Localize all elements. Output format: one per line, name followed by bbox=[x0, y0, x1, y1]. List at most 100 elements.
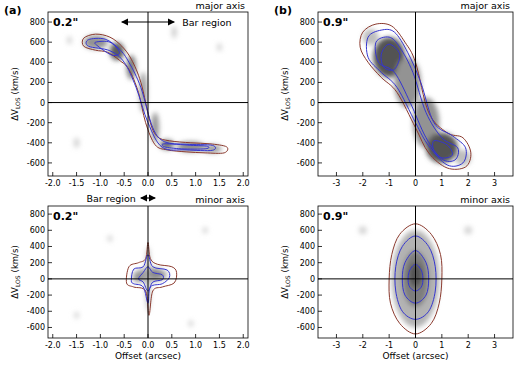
y-tick bbox=[48, 62, 52, 63]
x-tick-label: 1.5 bbox=[213, 179, 226, 188]
x-tick-label: 2.0 bbox=[237, 179, 250, 188]
x-tick-label: 1.5 bbox=[213, 341, 226, 350]
x-tick bbox=[415, 334, 416, 338]
y-axis-label: ΔVLOS(km/s) bbox=[280, 245, 291, 298]
y-label-unit: (km/s) bbox=[10, 67, 20, 94]
x-axis-label: Offset (arcsec) bbox=[382, 351, 448, 361]
y-tick bbox=[318, 162, 322, 163]
panel: -3-2-10123-600-400-2000200400600800ΔVLOS… bbox=[280, 194, 513, 361]
y-tick bbox=[48, 142, 52, 143]
x-tick-label: -1 bbox=[385, 341, 393, 350]
panel-title: minor axis bbox=[460, 194, 510, 205]
y-tick-label: -400 bbox=[297, 139, 315, 148]
x-tick bbox=[219, 172, 220, 176]
annotation: Bar region bbox=[182, 17, 231, 28]
resolution-label: 0.2" bbox=[53, 16, 78, 29]
panel-label: (b) bbox=[274, 4, 292, 17]
x-tick bbox=[148, 334, 149, 338]
y-tick-label: 800 bbox=[300, 210, 315, 219]
x-tick bbox=[468, 172, 469, 176]
y-tick bbox=[318, 311, 322, 312]
y-tick-label: 0 bbox=[40, 99, 45, 108]
y-tick bbox=[48, 82, 52, 83]
contour bbox=[95, 41, 120, 55]
y-tick-label: -200 bbox=[27, 291, 45, 300]
x-tick-label: 0.0 bbox=[142, 341, 155, 350]
y-tick bbox=[318, 262, 322, 263]
y-tick-label: 200 bbox=[300, 259, 315, 268]
x-tick-label: -3 bbox=[332, 179, 340, 188]
x-axis-label: Offset (arcsec) bbox=[115, 351, 181, 361]
contour bbox=[375, 37, 458, 162]
x-tick-label: 0 bbox=[413, 341, 418, 350]
y-tick-label: 600 bbox=[30, 38, 45, 47]
y-tick bbox=[318, 102, 322, 103]
contour bbox=[433, 141, 453, 158]
y-label-sub: LOS bbox=[284, 275, 291, 287]
y-tick-label: -200 bbox=[297, 119, 315, 128]
y-tick-label: -600 bbox=[27, 323, 45, 332]
x-tick-label: -2 bbox=[359, 179, 367, 188]
emission-layer bbox=[363, 29, 471, 166]
y-tick-label: -600 bbox=[297, 323, 315, 332]
x-tick-label: 0 bbox=[413, 179, 418, 188]
zero-line bbox=[415, 206, 416, 338]
zero-line bbox=[148, 206, 149, 338]
y-axis-label: ΔVLOS (km/s) bbox=[280, 67, 291, 120]
panel: -3-2-10123-600-400-2000200400600800ΔVLOS… bbox=[274, 0, 513, 188]
x-tick-label: 3 bbox=[492, 341, 497, 350]
y-tick bbox=[48, 102, 52, 103]
x-tick bbox=[76, 172, 77, 176]
y-label-unit: (km/s) bbox=[10, 245, 20, 272]
y-tick-label: 0 bbox=[40, 275, 45, 284]
y-tick-label: 800 bbox=[30, 18, 45, 27]
frame bbox=[48, 206, 248, 338]
y-tick bbox=[318, 278, 322, 279]
y-label-sub: LOS bbox=[284, 97, 291, 109]
x-tick bbox=[219, 334, 220, 338]
resolution-label: 0.9" bbox=[323, 16, 348, 29]
x-tick bbox=[243, 172, 244, 176]
y-tick-label: -400 bbox=[27, 307, 45, 316]
x-tick bbox=[52, 334, 53, 338]
contour bbox=[381, 44, 400, 70]
emission-blob bbox=[74, 138, 80, 148]
x-tick-label: -1.0 bbox=[93, 179, 109, 188]
y-tick bbox=[318, 230, 322, 231]
x-tick bbox=[195, 334, 196, 338]
y-label-main: ΔV bbox=[280, 109, 290, 121]
resolution-label: 0.9" bbox=[323, 210, 348, 223]
x-tick-label: -1.5 bbox=[69, 179, 85, 188]
x-tick-label: -0.5 bbox=[116, 179, 132, 188]
x-tick-label: 2 bbox=[466, 341, 471, 350]
y-axis-label: ΔVLOS(km/s) bbox=[10, 245, 21, 298]
x-tick-label: 1 bbox=[439, 179, 444, 188]
y-tick bbox=[48, 214, 52, 215]
y-tick bbox=[48, 42, 52, 43]
x-tick-label: -2.0 bbox=[45, 341, 61, 350]
panel-title: major axis bbox=[461, 0, 511, 11]
x-tick-label: -3 bbox=[332, 341, 340, 350]
frame bbox=[318, 12, 513, 176]
y-tick bbox=[48, 22, 52, 23]
y-tick bbox=[48, 230, 52, 231]
x-tick bbox=[124, 334, 125, 338]
x-tick bbox=[441, 334, 442, 338]
y-tick-label: 400 bbox=[30, 242, 45, 251]
y-tick bbox=[318, 142, 322, 143]
plot-area bbox=[318, 12, 513, 176]
y-label-unit: (km/s) bbox=[280, 67, 290, 94]
plot-area bbox=[48, 206, 248, 338]
y-label-main: ΔV bbox=[280, 287, 290, 299]
y-tick-label: -600 bbox=[297, 159, 315, 168]
y-tick bbox=[318, 42, 322, 43]
y-tick bbox=[318, 327, 322, 328]
x-tick-label: 1 bbox=[439, 341, 444, 350]
zero-line bbox=[415, 12, 416, 176]
x-tick bbox=[362, 334, 363, 338]
y-tick-label: 400 bbox=[300, 58, 315, 67]
x-tick-label: 0.5 bbox=[165, 179, 178, 188]
y-tick-label: 0 bbox=[310, 275, 315, 284]
x-tick bbox=[336, 334, 337, 338]
emission-blob bbox=[203, 227, 208, 233]
